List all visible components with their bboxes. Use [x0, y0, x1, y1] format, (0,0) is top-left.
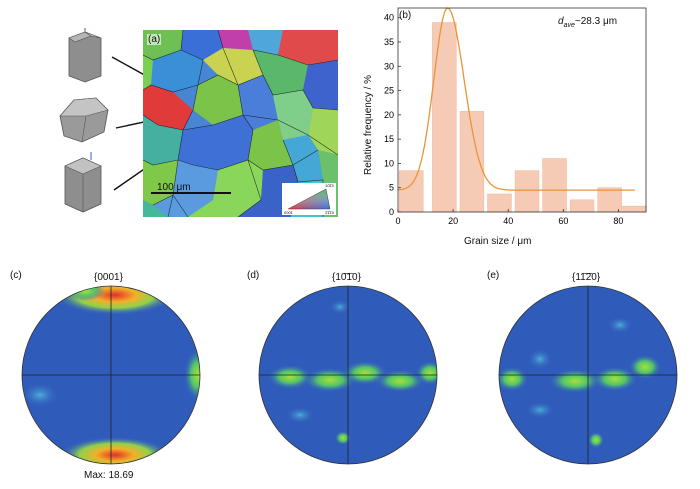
panel-a-label: (a): [147, 34, 162, 45]
fit-curve: [397, 7, 635, 191]
x-tick-label: 40: [503, 216, 513, 226]
histogram-bar: [432, 22, 457, 213]
x-tick-label: 0: [395, 216, 400, 226]
histogram-bar: [569, 199, 595, 213]
x-axis-ticks: 0 20 40 60 80: [395, 209, 623, 226]
panel-c-label: (c): [10, 270, 22, 281]
histogram-bar: [399, 170, 424, 213]
x-tick-label: 60: [558, 216, 568, 226]
annotation-value: ~28.3 μm: [574, 16, 618, 27]
ipf-triangle: [287, 188, 331, 210]
histogram-bar: [542, 158, 567, 213]
pole-figure-0001: [21, 285, 201, 465]
ipf-color-key: 10͞10 0001 2͞1͞10: [282, 183, 336, 215]
ebsd-map: 10͞10 0001 2͞1͞10 (a) 100 μm: [143, 30, 338, 217]
annotation-subscript: ave: [563, 22, 575, 29]
histogram-bar: [514, 170, 540, 213]
y-tick-label: 35: [384, 37, 394, 47]
pole-figure-11-20: [498, 285, 678, 465]
y-axis-label: Relative frequency / %: [363, 74, 374, 175]
pole-figure-c-title: {0001}: [94, 272, 123, 283]
y-tick-label: 20: [384, 110, 394, 120]
hexagonal-prism-icon-1: [68, 28, 102, 83]
ipf-key-top-label: 10͞10: [325, 183, 334, 188]
pole-figure-d-title: {10͞10}: [332, 272, 361, 283]
average-grain-annotation: dave~28.3 μm: [558, 16, 617, 29]
pole-figures: [21, 285, 678, 465]
y-tick-label: 15: [384, 134, 394, 144]
y-axis-ticks: 0 5 10 15 20 25 30 35 40: [384, 13, 401, 217]
pole-figure-c-max: Max: 18.69: [84, 470, 134, 481]
scale-bar-label: 100 μm: [157, 182, 191, 193]
x-tick-label: 80: [613, 216, 623, 226]
x-tick-label: 20: [448, 216, 458, 226]
panel-b-label: (b): [399, 10, 412, 21]
y-tick-label: 10: [384, 158, 394, 168]
y-tick-label: 25: [384, 86, 394, 96]
histogram-bar: [622, 205, 647, 213]
plot-frame: [397, 7, 647, 213]
x-axis-label: Grain size / μm: [464, 236, 532, 247]
y-tick-label: 5: [389, 183, 394, 193]
y-tick-label: 40: [384, 13, 394, 23]
grain-size-histogram: 0 20 40 60 80 0 5 10 15 20 25 30 35 40: [384, 7, 647, 226]
pole-figure-10-10: [258, 285, 438, 465]
histogram-bar: [597, 187, 622, 213]
ipf-key-right-label: 2͞1͞10: [325, 210, 334, 215]
y-tick-label: 0: [389, 207, 394, 217]
ipf-key-left-label: 0001: [284, 210, 293, 215]
histogram-bar: [487, 193, 512, 213]
annotation-symbol: d: [558, 16, 564, 27]
scale-bar: [151, 192, 231, 194]
panel-e-label: (e): [487, 270, 500, 281]
histogram-bars: [399, 22, 647, 213]
y-tick-label: 30: [384, 61, 394, 71]
panel-d-label: (d): [247, 270, 260, 281]
pole-figure-e-title: {11͞20}: [572, 272, 601, 283]
hexagonal-prism-icon-2: [59, 97, 109, 143]
hexagonal-prism-icon-3: [64, 152, 102, 213]
